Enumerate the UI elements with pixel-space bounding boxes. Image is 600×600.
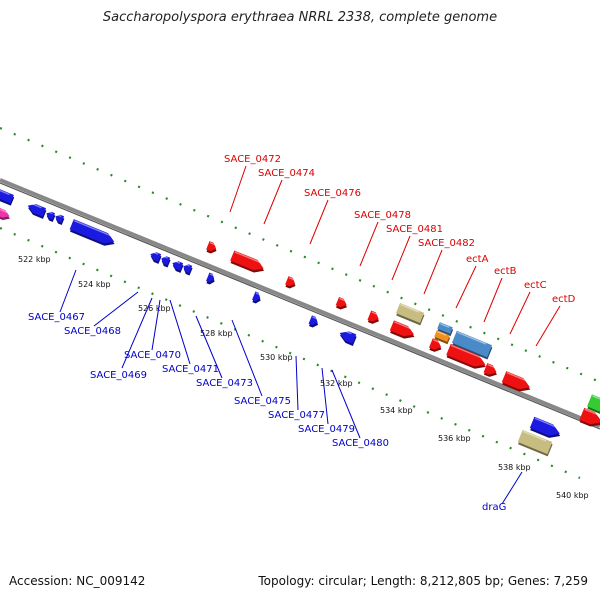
- gene-label-reverse[interactable]: SACE_0468: [64, 326, 121, 337]
- gene-box-s2: [451, 330, 493, 360]
- gene-label-forward[interactable]: ectB: [494, 266, 517, 277]
- leader-line: [331, 369, 361, 439]
- leader-line: [93, 291, 139, 327]
- gene-arrow-r12: [308, 315, 319, 328]
- outer-tick-track: [0, 126, 600, 384]
- gene-arrow-m1: [0, 208, 10, 221]
- leader-line: [195, 315, 223, 379]
- gene-label-reverse[interactable]: SACE_0475: [234, 396, 291, 407]
- leader-line: [455, 265, 477, 309]
- topology-summary: Topology: circular; Length: 8,212,805 bp…: [258, 574, 588, 588]
- gene-label-forward[interactable]: SACE_0476: [304, 188, 361, 199]
- gene-box-o3: [517, 429, 553, 457]
- map-title: Saccharopolyspora erythraea NRRL 2338, c…: [102, 10, 498, 25]
- leader-line: [391, 235, 411, 281]
- leader-line: [151, 299, 161, 351]
- gene-label-reverse[interactable]: SACE_0470: [124, 350, 181, 361]
- gene-box-o1: [395, 302, 425, 326]
- gene-arrow-f7: [429, 338, 442, 352]
- leader-line: [59, 269, 77, 313]
- gene-arrow-r14: [529, 416, 561, 438]
- gene-arrow-f4: [335, 296, 347, 310]
- leader-line: [423, 249, 443, 295]
- gene-label-reverse[interactable]: SACE_0473: [196, 378, 253, 389]
- gene-arrow-r6: [150, 251, 162, 264]
- leader-line: [501, 471, 523, 505]
- gene-label-forward[interactable]: SACE_0481: [386, 224, 443, 235]
- leader-line: [359, 221, 379, 267]
- scale-label: 534 kbp: [380, 406, 413, 415]
- gene-arrow-f1: [206, 241, 217, 254]
- gene-arrow-f6: [389, 320, 415, 339]
- gene-box-s1: [437, 322, 454, 337]
- leader-line: [309, 199, 329, 245]
- genome-backbone: [0, 178, 600, 428]
- leader-line: [169, 299, 191, 365]
- gene-box-o2: [434, 330, 451, 345]
- leader-line: [229, 165, 247, 213]
- inner-tick-track: [0, 226, 581, 480]
- gene-arrow-r2: [27, 202, 47, 219]
- scale-label: 524 kbp: [78, 280, 111, 289]
- gene-arrow-r7: [161, 255, 171, 268]
- gene-label-forward[interactable]: SACE_0478: [354, 210, 411, 221]
- gene-arrow-r9: [183, 263, 193, 276]
- scale-label: 540 kbp: [556, 491, 589, 500]
- gene-label-reverse[interactable]: draG: [482, 502, 506, 513]
- gene-label-forward[interactable]: ectD: [552, 294, 576, 305]
- gene-label-forward[interactable]: ectA: [466, 254, 489, 265]
- gene-label-reverse[interactable]: SACE_0477: [268, 410, 325, 421]
- gene-arrow-r10: [206, 272, 215, 285]
- gene-arrow-r5: [69, 219, 115, 246]
- scale-label: 526 kbp: [138, 304, 171, 313]
- gene-arrow-r8: [172, 260, 184, 273]
- gene-arrow-r4: [55, 214, 65, 226]
- genome-backbone-shadow: [0, 182, 600, 430]
- leader-line: [121, 297, 153, 369]
- gene-arrow-r13: [339, 329, 357, 346]
- gene-arrow-f3: [285, 276, 296, 289]
- gene-arrow-f9: [483, 363, 497, 377]
- gene-arrow-r11: [252, 291, 261, 304]
- leader-line: [321, 367, 329, 425]
- gene-arrow-r1: [0, 187, 15, 206]
- gene-arrow-f2: [230, 250, 265, 273]
- scale-label: 538 kbp: [498, 463, 531, 472]
- gene-arrow-f11: [579, 407, 600, 427]
- gene-label-forward[interactable]: SACE_0482: [418, 238, 475, 249]
- leader-line: [509, 291, 531, 335]
- gene-label-reverse[interactable]: SACE_0471: [162, 364, 219, 375]
- accession-text: Accession: NC_009142: [9, 574, 146, 588]
- gene-label-forward[interactable]: SACE_0472: [224, 154, 281, 165]
- scale-label: 532 kbp: [320, 379, 353, 388]
- gene-arrow-f5: [367, 310, 379, 324]
- gene-label-reverse[interactable]: SACE_0479: [298, 424, 355, 435]
- scale-label: 536 kbp: [438, 434, 471, 443]
- gene-arrow-f10: [501, 371, 531, 392]
- gene-box-g1: [587, 394, 600, 414]
- gene-label-reverse[interactable]: SACE_0467: [28, 312, 85, 323]
- gene-label-reverse[interactable]: SACE_0469: [90, 370, 147, 381]
- scale-label: 528 kbp: [200, 329, 233, 338]
- scale-label: 530 kbp: [260, 353, 293, 362]
- leader-line: [483, 277, 503, 323]
- scale-label: 522 kbp: [18, 255, 51, 264]
- leader-line: [295, 355, 299, 411]
- gene-arrow-f8: [446, 343, 486, 369]
- gene-label-reverse[interactable]: SACE_0480: [332, 438, 389, 449]
- leader-line: [263, 179, 283, 225]
- leader-line: [231, 319, 263, 397]
- leader-line: [535, 305, 561, 347]
- gene-label-forward[interactable]: ectC: [524, 280, 547, 291]
- gene-arrow-r3: [46, 211, 56, 223]
- gene-label-forward[interactable]: SACE_0474: [258, 168, 315, 179]
